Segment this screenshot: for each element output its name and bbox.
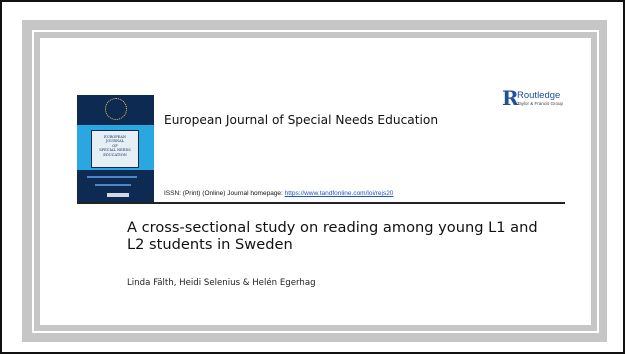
cover-decor-line bbox=[95, 184, 131, 186]
eu-stars-icon bbox=[105, 98, 127, 120]
cover-title-box: EUROPEAN JOURNAL OF SPECIAL NEEDS EDUCAT… bbox=[91, 130, 139, 168]
journal-title: European Journal of Special Needs Educat… bbox=[164, 113, 439, 127]
journal-cover-image: EUROPEAN JOURNAL OF SPECIAL NEEDS EDUCAT… bbox=[77, 95, 154, 202]
cover-title-line: EUROPEAN bbox=[103, 135, 127, 139]
frame-inner-line bbox=[32, 30, 599, 333]
header-rule bbox=[77, 202, 565, 204]
cover-title-line: SPECIAL NEEDS bbox=[99, 148, 131, 153]
publisher-subtitle: Taylor & Francis Group bbox=[517, 101, 564, 106]
cover-decor-line bbox=[87, 176, 137, 178]
cover-title-line: OF bbox=[112, 143, 118, 148]
routledge-logo: R Routledge Taylor & Francis Group bbox=[502, 88, 572, 110]
routledge-mark-icon: R bbox=[502, 86, 519, 110]
cover-footer-band bbox=[77, 170, 154, 202]
issn-line: ISSN: (Print) (Online) Journal homepage:… bbox=[164, 190, 393, 197]
article-title: A cross-sectional study on reading among… bbox=[127, 219, 538, 253]
cover-title-line: JOURNAL bbox=[105, 139, 125, 144]
cover-publisher-logo bbox=[107, 193, 129, 197]
journal-homepage-link[interactable]: https://www.tandfonline.com/loi/rejs20 bbox=[284, 190, 394, 197]
issn-text: ISSN: (Print) (Online) Journal homepage: bbox=[164, 190, 285, 197]
publisher-name: Routledge bbox=[517, 90, 561, 101]
cover-title-line: EDUCATION bbox=[103, 152, 127, 157]
article-authors: Linda Fälth, Heidi Selenius & Helén Eger… bbox=[127, 278, 316, 288]
